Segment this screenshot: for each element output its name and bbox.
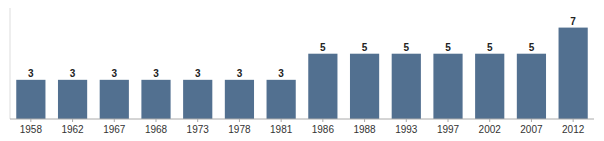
data-label: 3 bbox=[28, 68, 34, 79]
data-label: 5 bbox=[487, 42, 493, 53]
bar bbox=[308, 54, 337, 119]
x-tick-label: 1988 bbox=[353, 124, 376, 135]
x-tick bbox=[30, 119, 31, 122]
data-label: 5 bbox=[362, 42, 368, 53]
x-tick bbox=[489, 119, 490, 122]
bar bbox=[267, 80, 296, 119]
data-label: 3 bbox=[112, 68, 118, 79]
x-tick bbox=[197, 119, 198, 122]
data-label: 7 bbox=[570, 16, 576, 27]
x-axis-line bbox=[10, 119, 594, 120]
bar bbox=[225, 80, 254, 119]
bars bbox=[16, 28, 587, 119]
y-axis-line bbox=[10, 8, 11, 119]
x-tick-label: 1978 bbox=[228, 124, 251, 135]
x-axis: 1958 1962 1967 1968 1973 1978 1981 1986 1988 1993… bbox=[10, 119, 594, 135]
x-tick-label: 2007 bbox=[520, 124, 543, 135]
bar bbox=[100, 80, 129, 119]
x-tick-label: 1968 bbox=[145, 124, 168, 135]
data-label: 5 bbox=[320, 42, 326, 53]
data-labels: 3 3 3 3 3 3 3 5 5 5 5 5 5 7 bbox=[28, 16, 576, 79]
x-tick bbox=[72, 119, 73, 122]
x-tick-label: 1997 bbox=[437, 124, 460, 135]
x-tick-label: 2002 bbox=[479, 124, 502, 135]
data-label: 3 bbox=[70, 68, 76, 79]
x-tick bbox=[406, 119, 407, 122]
bar bbox=[517, 54, 546, 119]
x-tick bbox=[156, 119, 157, 122]
data-label: 5 bbox=[404, 42, 410, 53]
x-tick bbox=[364, 119, 365, 122]
bar bbox=[559, 28, 588, 119]
x-tick bbox=[239, 119, 240, 122]
chart: 3333333555555719581962196719681973197819… bbox=[0, 0, 604, 141]
x-tick-label: 1958 bbox=[20, 124, 43, 135]
x-tick bbox=[114, 119, 115, 122]
data-label: 3 bbox=[237, 68, 243, 79]
x-tick bbox=[531, 119, 532, 122]
bar bbox=[58, 80, 87, 119]
bar bbox=[141, 80, 170, 119]
x-tick bbox=[448, 119, 449, 122]
x-tick-label: 1973 bbox=[187, 124, 210, 135]
x-tick-label: 1962 bbox=[61, 124, 84, 135]
x-tick-label: 1993 bbox=[395, 124, 418, 135]
x-tick-label: 1967 bbox=[103, 124, 126, 135]
x-tick bbox=[281, 119, 282, 122]
data-label: 5 bbox=[529, 42, 535, 53]
bar bbox=[350, 54, 379, 119]
x-tick-label: 1981 bbox=[270, 124, 293, 135]
chart-container: 3333333555555719581962196719681973197819… bbox=[0, 0, 604, 141]
bar bbox=[475, 54, 504, 119]
data-label: 3 bbox=[153, 68, 159, 79]
x-tick bbox=[322, 119, 323, 122]
bar bbox=[433, 54, 462, 119]
bar bbox=[16, 80, 45, 119]
data-label: 3 bbox=[278, 68, 284, 79]
bar bbox=[183, 80, 212, 119]
bar bbox=[392, 54, 421, 119]
data-label: 5 bbox=[445, 42, 451, 53]
x-tick-label: 1986 bbox=[312, 124, 335, 135]
data-label: 3 bbox=[195, 68, 201, 79]
x-tick-label: 2012 bbox=[562, 124, 585, 135]
x-tick bbox=[573, 119, 574, 122]
